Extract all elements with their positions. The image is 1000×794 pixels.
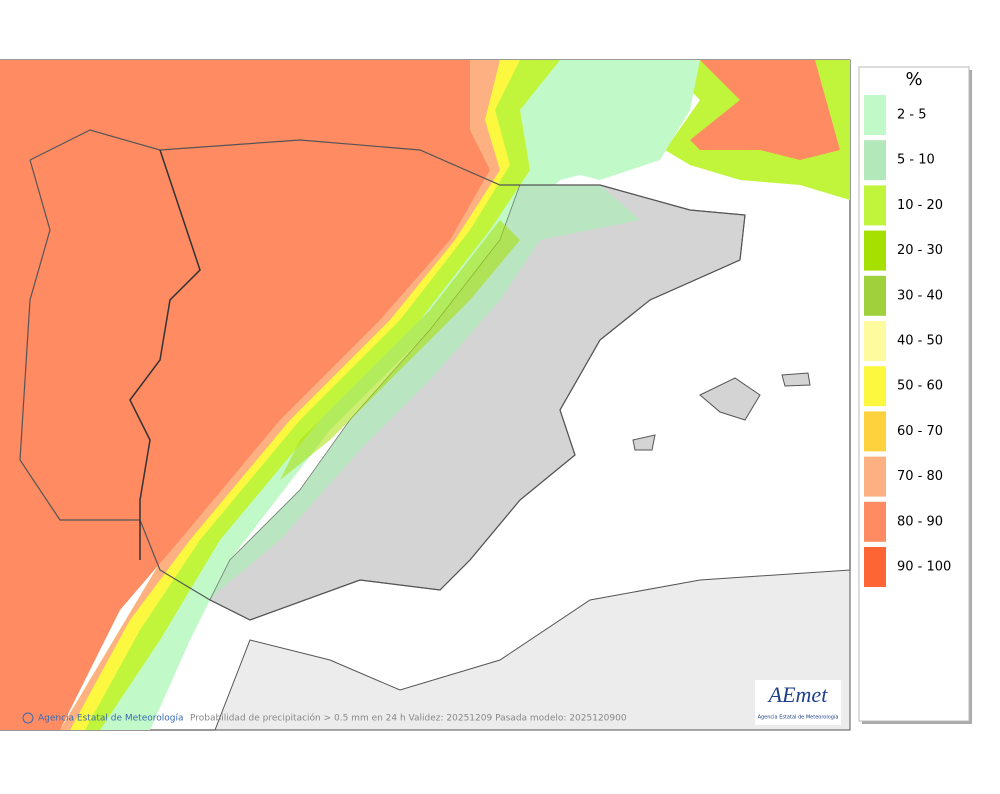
legend-label: 2 - 5 bbox=[897, 108, 927, 123]
prob-orange bbox=[0, 60, 490, 730]
prob-france-light bbox=[540, 60, 700, 180]
logo-name: AEmet bbox=[767, 682, 829, 707]
legend-label: 20 - 30 bbox=[897, 243, 943, 258]
map bbox=[0, 59, 851, 731]
prob-france-orange bbox=[690, 60, 840, 160]
land-green-band bbox=[280, 220, 520, 480]
legend-swatch bbox=[864, 140, 886, 181]
legend-swatch bbox=[864, 230, 886, 271]
island-mallorca bbox=[699, 377, 761, 421]
legend-label: 5 - 10 bbox=[897, 153, 935, 168]
legend-swatch bbox=[864, 501, 886, 542]
land-transition bbox=[210, 185, 640, 600]
legend-swatch bbox=[864, 411, 886, 452]
legend-swatch bbox=[864, 321, 886, 361]
island-menorca bbox=[781, 372, 811, 387]
legend-label: 80 - 90 bbox=[897, 514, 943, 529]
copyright-icon bbox=[22, 712, 34, 724]
border bbox=[129, 149, 201, 560]
land-africa bbox=[214, 569, 851, 731]
legend-label: 70 - 80 bbox=[897, 469, 943, 484]
legend-label: 40 - 50 bbox=[897, 334, 943, 349]
credit: Agencia Estatal de Meteorología bbox=[38, 714, 184, 724]
coastline bbox=[19, 129, 746, 621]
legend-swatch bbox=[864, 95, 886, 135]
prob-light-green bbox=[60, 60, 700, 730]
legend-swatch bbox=[864, 547, 886, 587]
legend-swatch bbox=[864, 456, 886, 497]
island-ibiza bbox=[632, 434, 656, 451]
caption: Probabilidad de precipitación > 0.5 mm e… bbox=[190, 713, 627, 724]
legend-label: 10 - 20 bbox=[897, 198, 943, 213]
legend-label: 60 - 70 bbox=[897, 424, 943, 439]
logo-box bbox=[755, 680, 841, 725]
logo-subtitle: Agencia Estatal de Meteorología bbox=[758, 714, 839, 721]
legend-title: % bbox=[905, 69, 922, 90]
legend-swatch bbox=[864, 185, 886, 226]
legend-label: 30 - 40 bbox=[897, 288, 943, 303]
legend-label: 50 - 60 bbox=[897, 379, 943, 394]
legend-swatch bbox=[864, 366, 886, 407]
legend-label: 90 - 100 bbox=[897, 560, 951, 575]
legend-swatch bbox=[864, 275, 886, 316]
legend-items: 2 - 5 5 - 10 10 - 20 20 - 30 30 - 40 40 - 50 5… bbox=[864, 95, 951, 587]
